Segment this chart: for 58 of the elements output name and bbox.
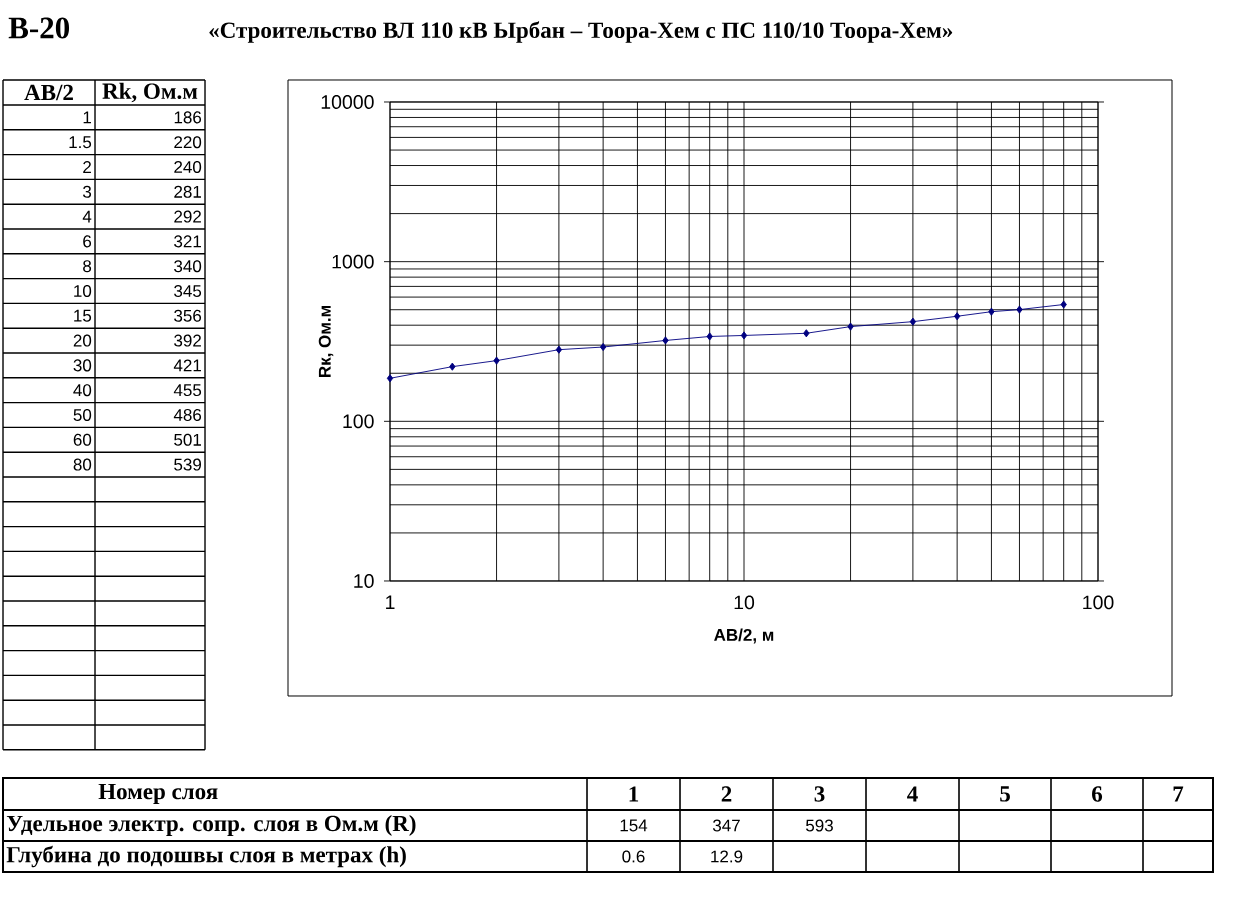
text: 7 [1173, 786, 1184, 802]
text: 154 [620, 819, 648, 832]
text: 4 [82, 210, 92, 223]
text: 2 [83, 161, 91, 173]
text: 6 [1092, 786, 1103, 802]
text: 0.6 [622, 850, 645, 863]
text: 356 [174, 309, 202, 322]
text: 40 [73, 384, 92, 397]
y-tick-label: 1000 [332, 254, 374, 269]
text: 186 [174, 111, 202, 124]
text: 240 [174, 160, 202, 174]
text: 321 [174, 235, 201, 248]
text: 4 [907, 786, 918, 802]
text: 60 [73, 433, 92, 446]
y-tick-label: 10 [354, 574, 374, 588]
x-tick-label: 100 [1083, 595, 1114, 610]
text: 501 [174, 433, 201, 446]
y-axis-title: Rк, Ом.м [318, 306, 334, 378]
text: 486 [173, 408, 202, 422]
text: 3 [814, 786, 825, 802]
text: В-20 [8, 17, 70, 39]
text: 50 [73, 408, 92, 422]
text: 1.5 [69, 136, 92, 149]
x-tick-label: 1 [386, 595, 395, 609]
chart-subtitle: «Строительство ВЛ 110 кВ Ырбан – Тоора-Хем с ПС 110/10 Тоора-Хем» [209, 21, 953, 43]
text: 340 [174, 260, 202, 273]
text: 2 [721, 786, 732, 802]
text: 292 [174, 210, 201, 223]
text: 6 [83, 235, 92, 248]
text: 1 [83, 111, 91, 124]
text: 593 [806, 819, 833, 832]
text: 5 [1000, 786, 1010, 802]
text: Номер слоя [98, 783, 218, 804]
y-tick-label: 10000 [321, 95, 374, 109]
text: 455 [173, 384, 202, 397]
text: 3 [83, 185, 92, 198]
text: 30 [73, 359, 92, 372]
text: 345 [174, 284, 202, 298]
y-tick-label: 100 [343, 414, 374, 429]
text: 15 [74, 309, 92, 322]
x-axis-title: AB/2, м [714, 628, 774, 644]
text: AB/2 [24, 84, 73, 101]
text: 347 [712, 819, 740, 832]
text: Удельное электр. сопр. слоя в Ом.м (R) [6, 815, 416, 836]
text: 281 [174, 185, 201, 198]
text: 539 [174, 458, 202, 471]
text: 421 [173, 359, 201, 372]
text: 1 [629, 786, 639, 802]
text: Rk, Ом.м [102, 82, 198, 103]
text: 392 [174, 334, 201, 347]
x-tick-label: 10 [734, 595, 755, 610]
text: 20 [73, 334, 92, 347]
text: 80 [73, 458, 92, 471]
text: Глубина до подошвы слоя в метрах (h) [6, 845, 406, 868]
text: 220 [174, 136, 202, 149]
text: 8 [83, 260, 92, 273]
text: 12.9 [711, 850, 743, 863]
text: 10 [74, 284, 92, 298]
